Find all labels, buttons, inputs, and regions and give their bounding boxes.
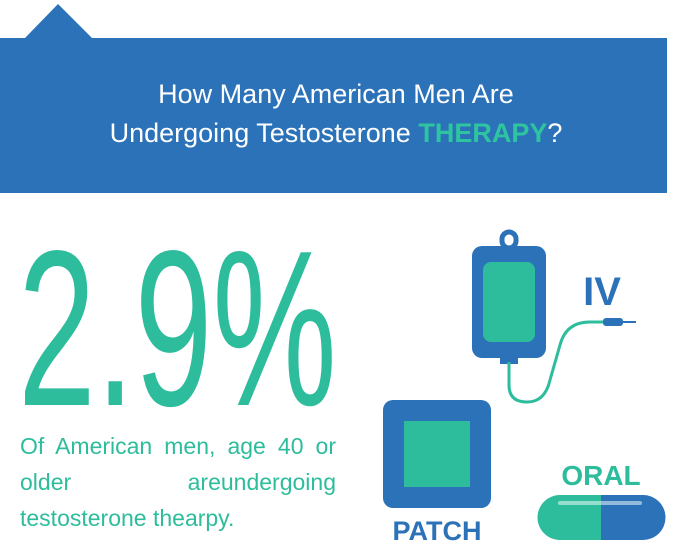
pill-half [537,495,601,540]
title-line: Undergoing Testosterone THERAPY? [110,118,563,148]
iv-tube [507,320,605,404]
iv-fluid [483,262,535,342]
title-text: Undergoing Testosterone [110,118,411,148]
title-line: How Many American Men Are [158,79,514,109]
iv-port [500,356,518,364]
patch-center [404,421,470,487]
stat-description: Of American men, age 40 or older areunde… [20,433,336,531]
stat-value: 2.9% [18,205,337,453]
method-label: ORAL [561,460,640,491]
iv-needle-cap [603,318,623,326]
method-label: IV [583,270,621,314]
header-banner [0,4,667,193]
iv-hook [499,229,519,251]
title-highlight: THERAPY [418,118,547,148]
title-punctuation: ? [547,118,562,148]
pill-half [601,495,666,540]
method-label: PATCH [393,516,482,546]
